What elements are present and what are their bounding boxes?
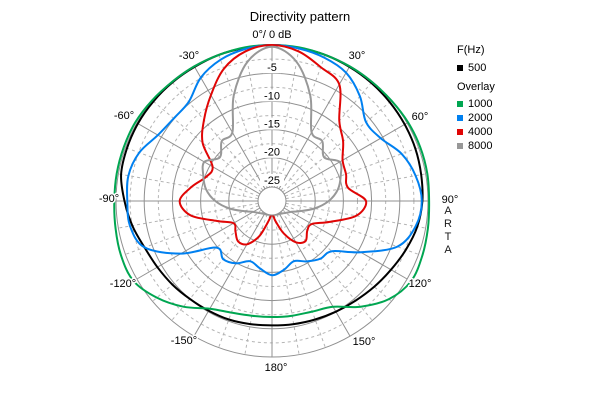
chart-title: Directivity pattern (249, 9, 351, 24)
angle-label-180: 180° (265, 362, 288, 374)
arta-letter-A: A (444, 205, 452, 217)
legend-label-8000: 8000 (468, 139, 493, 152)
legend-swatch-4000 (457, 129, 463, 135)
angle-label--30: -30° (179, 50, 199, 62)
angle-label-30: 30° (349, 50, 366, 62)
series-8000-curve (201, 45, 343, 216)
radial-tick-bg (260, 117, 284, 130)
angle-label-90: 90° (442, 194, 459, 206)
series-4000-curve (178, 44, 368, 246)
center-hole (257, 186, 287, 216)
legend-swatch-1000 (457, 101, 463, 107)
grid-minor-spoke (280, 81, 373, 191)
legend-overlay-header: Overlay (457, 81, 495, 93)
grid-major-spoke (283, 207, 408, 280)
grid-major-spoke (278, 212, 351, 337)
radial-tick-label: -5 (267, 62, 277, 74)
grid-major-spoke (278, 65, 351, 190)
radial-tick-label: -20 (264, 147, 280, 159)
grid-minor-spoke (118, 173, 259, 200)
grid-minor-spoke (282, 100, 392, 193)
radial-tick-label: -15 (264, 118, 280, 130)
grid-minor-spoke (285, 173, 426, 200)
angle-label-120: 120° (409, 278, 432, 290)
legend-item-2000: 2000 (457, 111, 495, 125)
grid-minor-spoke (152, 209, 262, 302)
legend-label-500: 500 (468, 61, 487, 74)
angle-label--60: -60° (114, 110, 134, 122)
angle-label-60: 60° (412, 111, 429, 123)
legend-item-1000: 1000 (457, 97, 495, 111)
legend-label-1000: 1000 (468, 97, 493, 110)
angle-label--90: -90° (99, 193, 119, 205)
grid-minor-spoke (171, 211, 264, 321)
grid-minor-spoke (280, 211, 373, 321)
legend-overlay-items: 1000 2000 4000 8000 (457, 97, 495, 153)
legend-item-4000: 4000 (457, 125, 495, 139)
radial-tick-bg (263, 61, 281, 74)
grid-minor-spoke (118, 202, 259, 229)
legend-swatch-2000 (457, 115, 463, 121)
apex-angle-db-label: 0°/ 0 dB (252, 29, 292, 41)
grid-minor-spoke (171, 81, 264, 191)
radial-tick-bg (260, 174, 284, 186)
arta-letter-R: R (444, 218, 452, 230)
legend-freq-items: 500 (457, 61, 495, 75)
radial-tick-label: -10 (264, 90, 280, 102)
grid-minor-spoke (244, 214, 271, 355)
legend-swatch-500 (457, 65, 463, 71)
angle-label--120: -120° (110, 278, 136, 290)
arta-letter-T: T (444, 231, 452, 243)
legend-swatch-8000 (457, 143, 463, 149)
grid-major-spoke (193, 65, 266, 190)
radial-tick-bg (260, 89, 284, 102)
grid-minor-spoke (282, 209, 392, 302)
legend-label-2000: 2000 (468, 111, 493, 124)
radial-tick-bg (260, 145, 284, 158)
legend-label-4000: 4000 (468, 125, 493, 138)
grid-minor-spoke (152, 100, 262, 193)
radial-tick-label: -25 (264, 175, 280, 187)
legend: F(Hz) 500 Overlay 1000 2000 4000 8000 (457, 44, 495, 153)
legend-item-500: 500 (457, 61, 495, 75)
arta-letter-A: A (444, 244, 452, 256)
legend-freq-header: F(Hz) (457, 44, 485, 56)
series-2000-curve (125, 43, 423, 277)
angle-label--150: -150° (171, 335, 197, 347)
grid-major-spoke (283, 122, 408, 195)
grid-major-spoke (193, 212, 266, 337)
angle-label-150: 150° (353, 336, 376, 348)
legend-item-8000: 8000 (457, 139, 495, 153)
